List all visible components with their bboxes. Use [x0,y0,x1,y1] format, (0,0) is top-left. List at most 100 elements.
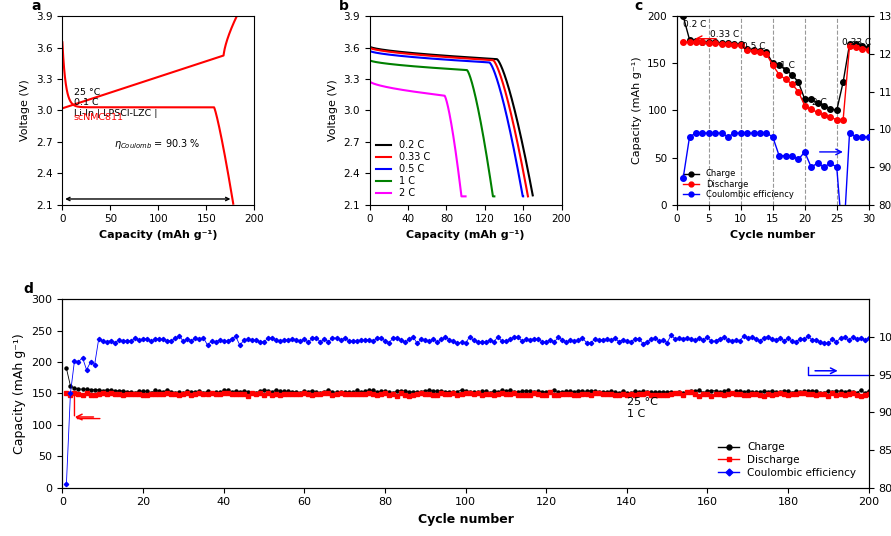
Line: 2 C: 2 C [370,81,465,196]
Y-axis label: Voltage (V): Voltage (V) [328,79,338,142]
Charge [110,388,120,394]
Discharge [831,392,842,398]
Text: 0.5 C: 0.5 C [742,42,765,51]
Legend: Charge, Discharge, Coulombic efficiency: Charge, Discharge, Coulombic efficiency [681,168,796,200]
2 C [447,126,458,132]
Coulombic efficiency [863,335,874,341]
Charge [214,389,225,396]
Text: a: a [32,0,41,13]
Text: 0.2 C: 0.2 C [683,20,707,29]
Text: 0.33 C: 0.33 C [842,38,871,47]
2 C [425,91,436,97]
0.2 C [468,55,478,61]
Charge [61,365,72,371]
Charge [94,386,104,393]
Discharge [545,389,556,395]
Coulombic efficiency [94,336,104,343]
Y-axis label: Capacity (mAh g⁻¹): Capacity (mAh g⁻¹) [632,57,642,164]
0.5 C [364,48,375,54]
1 C [372,59,382,65]
1 C [487,193,498,199]
2 C [437,92,447,99]
0.5 C [481,59,492,65]
0.2 C [459,54,470,60]
Coulombic efficiency [61,481,72,487]
1 C [444,66,454,72]
Legend: Charge, Discharge, Coulombic efficiency: Charge, Discharge, Coulombic efficiency [715,439,860,481]
Charge [863,388,874,394]
Coulombic efficiency [274,338,285,345]
0.5 C [496,93,507,99]
0.33 C [523,193,534,199]
0.33 C [364,44,375,51]
0.5 C [462,58,473,64]
X-axis label: Capacity (mAh g⁻¹): Capacity (mAh g⁻¹) [406,230,525,240]
Line: 0.5 C: 0.5 C [370,51,523,196]
Coulombic efficiency [827,336,838,342]
Coulombic efficiency [666,332,676,338]
Text: 2 C: 2 C [813,98,827,107]
0.2 C [364,43,375,50]
Discharge [94,391,104,398]
Y-axis label: Capacity (mAh g⁻¹): Capacity (mAh g⁻¹) [13,333,26,454]
1 C [459,66,470,73]
1 C [489,193,500,199]
X-axis label: Capacity (mAh g⁻¹): Capacity (mAh g⁻¹) [99,230,217,240]
0.2 C [463,54,474,61]
0.5 C [457,57,468,64]
Text: b: b [339,0,348,13]
Coulombic efficiency [110,339,120,346]
0.33 C [374,47,385,54]
Line: 0.2 C: 0.2 C [370,47,533,196]
Charge [279,388,290,394]
2 C [364,78,375,84]
Text: 25 °C
1 C: 25 °C 1 C [626,397,658,419]
0.2 C [504,90,515,96]
Text: c: c [634,0,642,13]
0.5 C [373,50,384,56]
0.33 C [461,55,471,62]
2 C [456,193,467,199]
Text: 25 °C
0.1 C
Li-In | LPSCl-LZC |: 25 °C 0.1 C Li-In | LPSCl-LZC | [74,88,160,117]
Text: d: d [24,282,34,296]
2 C [422,90,433,96]
1 C [440,65,451,72]
Discharge [863,391,874,397]
Discharge [803,391,813,397]
Text: scNMC811: scNMC811 [74,113,124,122]
Line: Discharge: Discharge [65,390,871,398]
0.2 C [374,46,385,53]
2 C [460,193,470,199]
Charge [827,389,838,395]
X-axis label: Cycle number: Cycle number [418,513,513,526]
Charge [178,390,189,397]
1 C [437,65,447,72]
Discharge [61,390,72,397]
Line: 1 C: 1 C [370,60,495,196]
Text: 0.33 C: 0.33 C [710,30,740,39]
0.33 C [501,91,511,97]
2 C [370,81,380,87]
Line: Charge: Charge [65,367,871,395]
0.33 C [465,56,476,62]
Charge [799,388,810,394]
Legend: 0.2 C, 0.33 C, 0.5 C, 1 C, 2 C: 0.2 C, 0.33 C, 0.5 C, 1 C, 2 C [374,138,432,200]
Y-axis label: Voltage (V): Voltage (V) [20,79,30,142]
Discharge [110,391,120,398]
0.5 C [518,193,528,199]
0.33 C [456,55,467,61]
X-axis label: Cycle number: Cycle number [730,230,815,240]
Discharge [392,393,403,399]
Text: 1 C: 1 C [781,61,796,70]
0.2 C [527,192,538,199]
0.5 C [518,193,528,199]
0.2 C [488,56,499,62]
Discharge [274,392,285,398]
2 C [420,90,430,96]
Text: $\eta_{Coulomb}$ = 90.3 %: $\eta_{Coulomb}$ = 90.3 % [114,137,200,151]
1 C [471,101,482,107]
1 C [364,57,375,63]
Coulombic efficiency [799,336,810,343]
Line: Coulombic efficiency: Coulombic efficiency [65,333,871,486]
0.33 C [485,57,495,63]
